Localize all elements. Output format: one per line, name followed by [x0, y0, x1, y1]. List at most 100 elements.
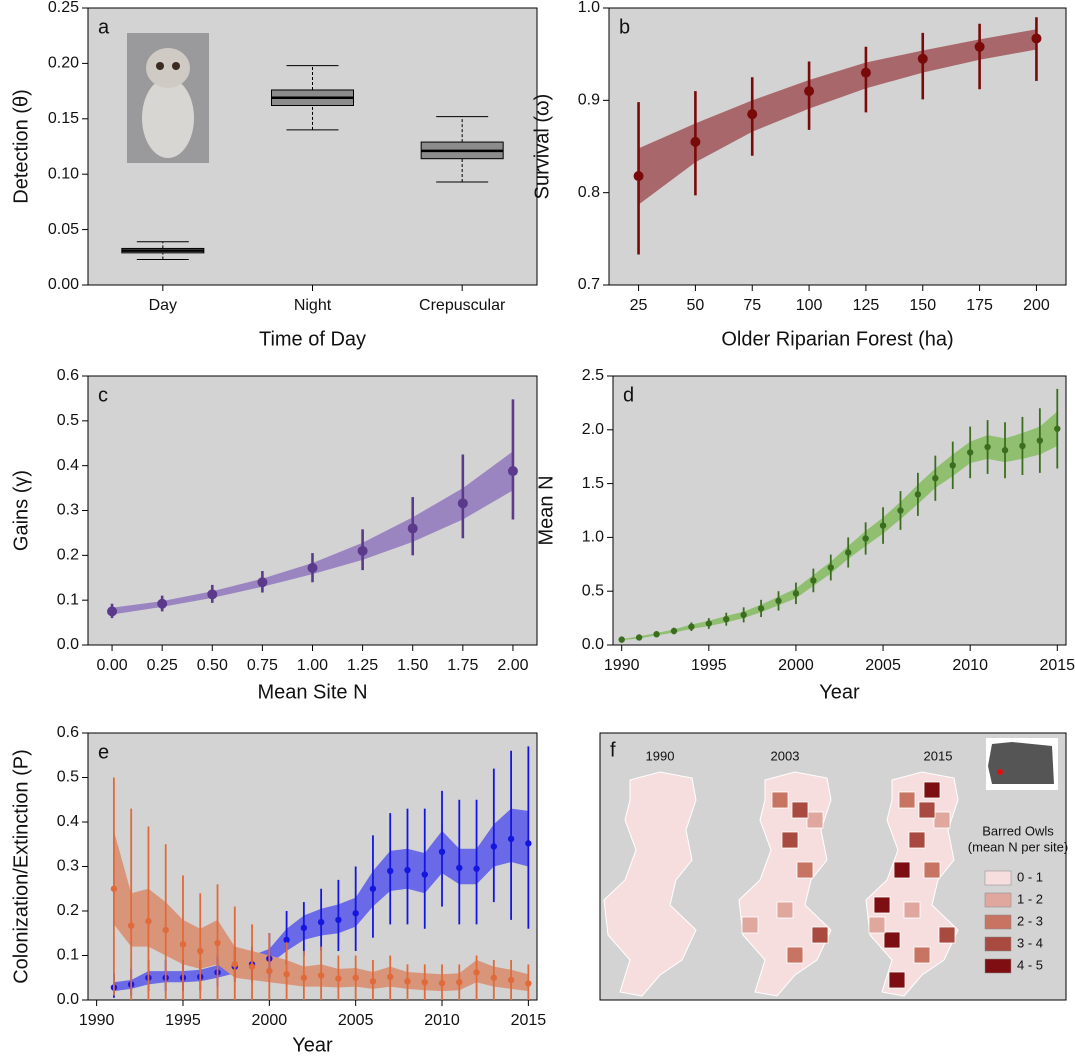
- map-site: [873, 896, 891, 914]
- point: [421, 979, 428, 986]
- map-year: 2003: [771, 748, 800, 763]
- point: [1054, 425, 1061, 432]
- point: [357, 545, 368, 556]
- legend-subtitle: (mean N per site): [968, 839, 1068, 854]
- point: [949, 462, 956, 469]
- y-tick-label: 0.4: [57, 457, 79, 474]
- point: [352, 910, 359, 917]
- point: [810, 577, 817, 584]
- point: [862, 535, 869, 542]
- point: [457, 498, 468, 509]
- panel-letter: d: [623, 384, 634, 406]
- point: [974, 41, 985, 52]
- x-tick-label: 2.00: [497, 657, 528, 674]
- legend-swatch: [984, 914, 1012, 930]
- point: [335, 975, 342, 982]
- map-site: [741, 916, 759, 934]
- point: [335, 916, 342, 924]
- y-tick-label: 0.1: [57, 947, 79, 964]
- point: [231, 961, 238, 968]
- y-tick-label: 0.2: [57, 547, 79, 564]
- point: [984, 443, 991, 451]
- y-tick-label: 0.0: [57, 991, 79, 1008]
- map-site: [933, 811, 951, 829]
- point: [653, 631, 660, 638]
- map-year: 1990: [646, 748, 675, 763]
- y-tick-label: 0.2: [57, 902, 79, 919]
- y-tick-label: 0.8: [578, 184, 600, 201]
- x-tick-label: 2000: [252, 1012, 288, 1029]
- y-axis-title: Survival (ω): [531, 94, 553, 200]
- point: [1019, 442, 1026, 450]
- point: [792, 590, 800, 597]
- x-tick-label: 2015: [1039, 657, 1075, 674]
- point: [670, 627, 678, 635]
- point: [162, 926, 169, 934]
- legend-swatch: [984, 870, 1012, 886]
- x-tick-label: 2010: [952, 657, 988, 674]
- map-site: [938, 926, 956, 944]
- point: [300, 924, 308, 932]
- y-tick-label: 0.25: [48, 0, 79, 16]
- y-tick-label: 0.20: [48, 55, 79, 72]
- map-site: [781, 831, 799, 849]
- x-tick-label: 1.00: [297, 657, 328, 674]
- point: [307, 562, 318, 573]
- point: [507, 466, 518, 477]
- point: [473, 969, 480, 976]
- point: [690, 136, 701, 147]
- owl-eye: [172, 62, 180, 70]
- y-tick-label: 2.5: [582, 367, 604, 384]
- map-site: [776, 901, 794, 919]
- point: [283, 970, 290, 978]
- x-tick-label: 2005: [338, 1012, 374, 1029]
- point: [757, 605, 765, 612]
- point: [421, 871, 428, 878]
- x-tick-label: 1995: [691, 657, 727, 674]
- legend-label: 1 - 2: [1017, 891, 1043, 906]
- y-tick-label: 0.4: [57, 813, 79, 830]
- y-tick-label: 1.0: [578, 0, 600, 16]
- x-tick-label: 1.75: [447, 657, 478, 674]
- map-site: [893, 861, 911, 879]
- legend-title: Barred Owls: [982, 823, 1054, 838]
- point: [860, 67, 871, 78]
- point: [214, 939, 221, 947]
- panel-letter: f: [610, 739, 616, 761]
- confidence-band: [112, 451, 513, 615]
- point: [747, 109, 758, 120]
- y-tick-label: 0.7: [578, 276, 600, 293]
- point: [966, 449, 974, 456]
- map-site: [796, 861, 814, 879]
- x-tick-label: 150: [909, 297, 936, 314]
- point: [456, 979, 463, 986]
- x-tick-label: 1990: [604, 657, 640, 674]
- map-site: [888, 971, 906, 989]
- point: [1031, 33, 1042, 44]
- map-region: [603, 771, 697, 997]
- y-tick-label: 0.5: [57, 769, 79, 786]
- x-tick-label: 50: [686, 297, 704, 314]
- y-tick-label: 0.1: [57, 591, 79, 608]
- point: [507, 835, 515, 843]
- point: [525, 980, 532, 987]
- y-tick-label: 0.5: [57, 412, 79, 429]
- point: [845, 549, 852, 556]
- x-tick-label: 0.50: [197, 657, 228, 674]
- map-site: [868, 916, 886, 934]
- y-tick-label: 2.0: [582, 421, 604, 438]
- point: [917, 53, 928, 64]
- x-tick-label: Crepuscular: [419, 297, 506, 314]
- x-tick-label: 1990: [79, 1012, 115, 1029]
- point: [248, 963, 256, 970]
- point: [404, 978, 411, 985]
- x-tick-label: 1.25: [347, 657, 378, 674]
- point: [618, 636, 625, 643]
- map-site: [903, 901, 921, 919]
- point: [266, 967, 273, 975]
- y-tick-label: 0.0: [582, 636, 604, 653]
- point: [473, 865, 480, 872]
- panel-letter: e: [98, 741, 109, 763]
- point: [438, 848, 446, 856]
